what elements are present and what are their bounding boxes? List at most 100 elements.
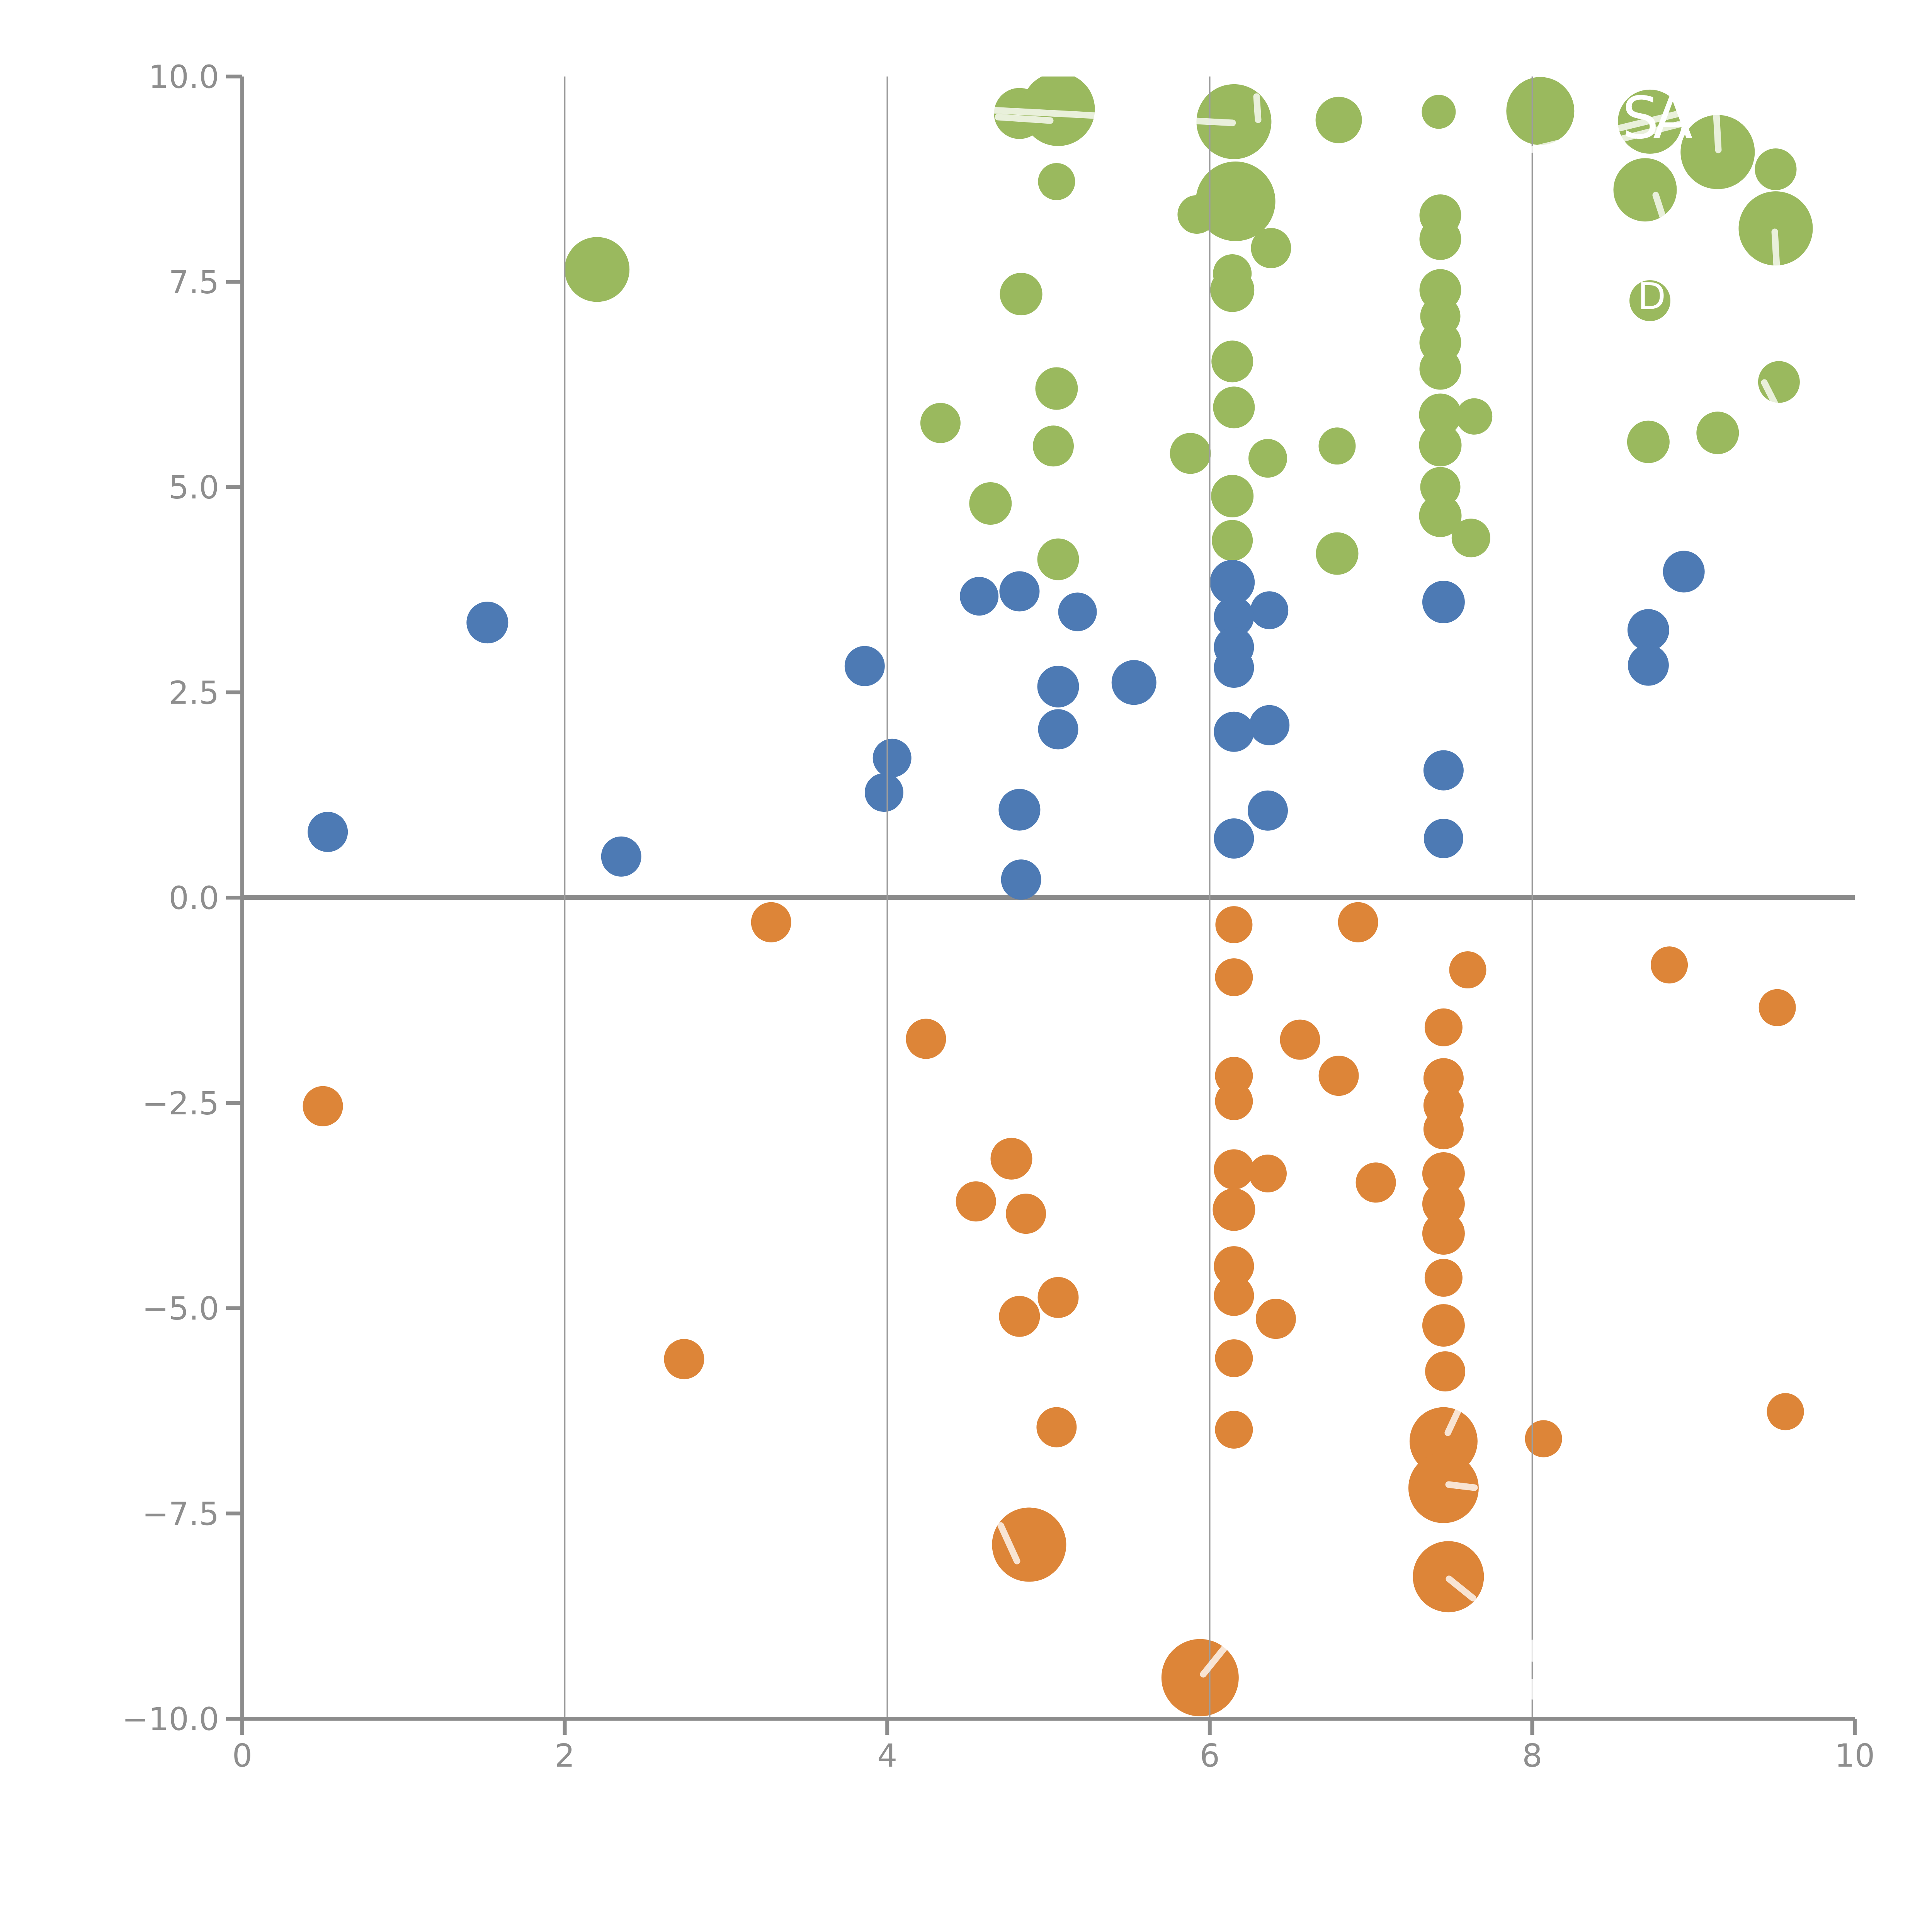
bubble-blue <box>1249 705 1290 745</box>
bubble-orange <box>992 1507 1066 1582</box>
bubble-orange <box>1425 1351 1466 1392</box>
x-tick-label: 8 <box>1522 1738 1542 1774</box>
bubble-orange <box>1449 951 1486 988</box>
bubble-green <box>1755 148 1797 190</box>
series-blue <box>308 551 1705 900</box>
bubble-green <box>1212 520 1253 561</box>
watermark-stroke <box>1519 102 1717 155</box>
bubble-blue <box>1210 560 1255 605</box>
bubble-green <box>1211 474 1254 517</box>
bubble-green <box>1211 340 1253 383</box>
watermark-stroke <box>989 107 1236 126</box>
bubble-blue <box>1248 790 1288 831</box>
bubble-orange <box>303 1086 343 1126</box>
x-tick-label: 0 <box>232 1738 252 1774</box>
bubble-orange <box>1215 958 1253 997</box>
bubble-green <box>1035 367 1078 410</box>
bubble-orange <box>1424 1008 1463 1046</box>
gridline-layer <box>564 77 1533 1719</box>
watermark-stroke <box>1652 192 1670 231</box>
bubble-blue <box>1627 609 1669 651</box>
bubble-orange <box>1422 1212 1465 1255</box>
bubble-green <box>1196 162 1276 241</box>
bubble-green <box>1506 77 1575 145</box>
bubble-orange <box>1423 1109 1464 1150</box>
bubble-blue <box>1250 591 1289 629</box>
bubble-blue <box>1423 750 1464 791</box>
bubble-blue <box>1214 818 1254 859</box>
bubble-blue <box>1058 592 1097 631</box>
series-orange <box>303 902 1804 1716</box>
bubble-blue <box>1001 859 1041 900</box>
bubble-blue <box>466 602 509 644</box>
bubble-green <box>1451 519 1490 558</box>
bubble-green <box>1696 412 1739 454</box>
tick-label-layer: 10.0 7.5 5.0 2.5 0.0 −2.5 −5.0 −7.5 −10.0 0 2 4 6 8 10 <box>122 59 1875 1774</box>
watermark-stroke <box>1200 1645 1228 1678</box>
bubble-green <box>1419 393 1462 436</box>
x-tick-label: 10 <box>1835 1738 1875 1774</box>
bubble-blue <box>601 836 641 877</box>
bubble-orange <box>1525 1420 1562 1458</box>
bubble-orange <box>751 902 791 942</box>
bubble-orange <box>1767 1393 1804 1430</box>
y-tick-label: −2.5 <box>142 1085 219 1122</box>
bubble-orange <box>999 1296 1040 1337</box>
bubble-green <box>1316 532 1359 575</box>
bubble-green <box>1627 420 1670 463</box>
bubble-orange <box>1213 1188 1255 1231</box>
bubble-green <box>1210 268 1255 312</box>
bubble-green <box>1419 218 1461 260</box>
bubble-orange <box>1408 1452 1479 1523</box>
bubble-green <box>1613 158 1677 222</box>
axes-layer <box>226 75 1857 1735</box>
bubble-green <box>1037 538 1079 580</box>
bubble-green <box>1315 97 1362 143</box>
y-tick-label: 10.0 <box>148 59 219 96</box>
watermark-stroke <box>1602 119 1688 146</box>
bubble-green <box>1213 386 1255 429</box>
x-tick-label: 2 <box>555 1738 575 1774</box>
bubble-blue <box>872 738 912 777</box>
bubble-blue <box>1038 709 1078 750</box>
bubble-green <box>1419 494 1462 537</box>
bubble-orange <box>1215 1082 1253 1120</box>
bubble-green <box>1629 280 1670 321</box>
x-tick-label: 4 <box>877 1738 897 1774</box>
bubble-orange <box>1651 946 1688 984</box>
bubble-orange <box>956 1181 996 1222</box>
watermark-stroke <box>1253 93 1262 123</box>
bubble-orange <box>1214 1149 1254 1190</box>
bubble-orange <box>1255 1299 1296 1339</box>
bubble-green <box>1318 427 1356 465</box>
y-tick-label: 7.5 <box>169 264 219 301</box>
bubble-orange <box>1338 902 1378 942</box>
bubble-blue <box>1214 648 1254 688</box>
bubble-green <box>969 482 1012 525</box>
watermark-stroke <box>1761 379 1780 410</box>
bubble-blue <box>1214 597 1254 637</box>
bubble-blue <box>1037 665 1079 707</box>
bubble-blue <box>1422 581 1465 623</box>
bubble-orange <box>1759 989 1796 1026</box>
bubble-blue <box>308 812 348 852</box>
bubble-orange <box>1318 1056 1359 1096</box>
bubble-orange <box>1424 1259 1463 1297</box>
bubble-orange <box>664 1339 704 1379</box>
watermark-stroke <box>995 114 1054 124</box>
watermark-stroke <box>1446 1575 1476 1602</box>
bubble-green <box>1000 273 1043 316</box>
watermark-stroke <box>1445 1481 1478 1491</box>
bubble-green <box>1419 348 1461 390</box>
bubble-orange <box>1422 1304 1465 1347</box>
bubble-blue <box>960 577 999 616</box>
bubble-orange <box>1249 1155 1287 1192</box>
watermark-text: D <box>1638 276 1666 318</box>
watermark-stroke <box>1771 228 1780 269</box>
bubble-green <box>565 237 630 302</box>
bubble-orange <box>1214 1246 1254 1287</box>
bubble-blue <box>1423 819 1463 858</box>
bubble-orange <box>1280 1019 1320 1060</box>
bubble-blue <box>844 646 885 686</box>
